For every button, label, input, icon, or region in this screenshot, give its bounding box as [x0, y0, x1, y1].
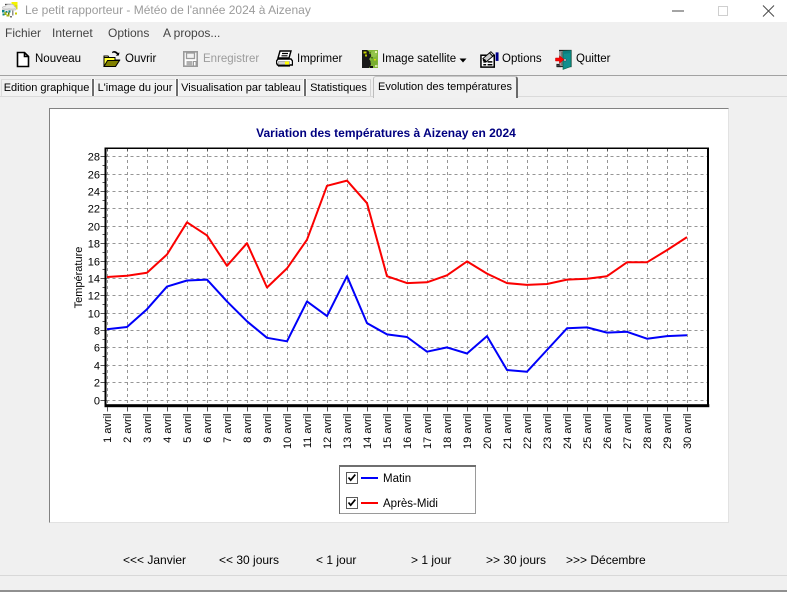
- svg-text:10: 10: [88, 309, 100, 321]
- svg-text:6 avril: 6 avril: [202, 414, 214, 443]
- svg-text:25 avril: 25 avril: [582, 414, 594, 449]
- svg-text:11 avril: 11 avril: [302, 414, 314, 449]
- svg-text:14: 14: [88, 274, 100, 286]
- svg-text:2 avril: 2 avril: [122, 414, 134, 443]
- svg-text:16 avril: 16 avril: [402, 414, 414, 449]
- svg-text:19 avril: 19 avril: [462, 414, 474, 449]
- svg-text:Température: Température: [73, 247, 85, 309]
- svg-text:Après-Midi: Après-Midi: [383, 498, 438, 510]
- svg-text:9 avril: 9 avril: [262, 414, 274, 443]
- svg-text:26 avril: 26 avril: [602, 414, 614, 449]
- svg-text:13 avril: 13 avril: [342, 414, 354, 449]
- svg-text:12 avril: 12 avril: [322, 414, 334, 449]
- svg-text:12: 12: [88, 291, 100, 303]
- svg-text:17 avril: 17 avril: [422, 414, 434, 449]
- svg-text:24 avril: 24 avril: [562, 414, 574, 449]
- svg-text:4 avril: 4 avril: [162, 414, 174, 443]
- svg-text:10 avril: 10 avril: [282, 414, 294, 449]
- svg-text:23 avril: 23 avril: [542, 414, 554, 449]
- svg-text:8 avril: 8 avril: [242, 414, 254, 443]
- svg-text:22: 22: [88, 204, 100, 216]
- svg-text:30 avril: 30 avril: [682, 414, 694, 449]
- svg-text:22 avril: 22 avril: [522, 414, 534, 449]
- svg-text:20: 20: [88, 222, 100, 234]
- svg-text:14 avril: 14 avril: [362, 414, 374, 449]
- svg-text:28: 28: [88, 152, 100, 164]
- svg-text:18: 18: [88, 239, 100, 251]
- svg-text:18 avril: 18 avril: [442, 414, 454, 449]
- svg-text:2: 2: [94, 378, 100, 390]
- svg-text:15 avril: 15 avril: [382, 414, 394, 449]
- svg-text:29 avril: 29 avril: [662, 414, 674, 449]
- svg-text:21 avril: 21 avril: [502, 414, 514, 449]
- svg-text:27 avril: 27 avril: [622, 414, 634, 449]
- svg-text:0: 0: [94, 396, 100, 408]
- svg-text:1 avril: 1 avril: [102, 414, 114, 443]
- svg-text:Variation des températures à A: Variation des températures à Aizenay en …: [256, 126, 516, 140]
- svg-text:20 avril: 20 avril: [482, 414, 494, 449]
- svg-text:Matin: Matin: [383, 473, 411, 485]
- svg-text:26: 26: [88, 170, 100, 182]
- svg-text:24: 24: [88, 187, 100, 199]
- svg-text:5 avril: 5 avril: [182, 414, 194, 443]
- svg-text:16: 16: [88, 257, 100, 269]
- svg-text:4: 4: [94, 361, 100, 373]
- svg-text:8: 8: [94, 326, 100, 338]
- svg-text:3 avril: 3 avril: [142, 414, 154, 443]
- svg-text:28 avril: 28 avril: [642, 414, 654, 449]
- svg-text:7 avril: 7 avril: [222, 414, 234, 443]
- svg-text:6: 6: [94, 343, 100, 355]
